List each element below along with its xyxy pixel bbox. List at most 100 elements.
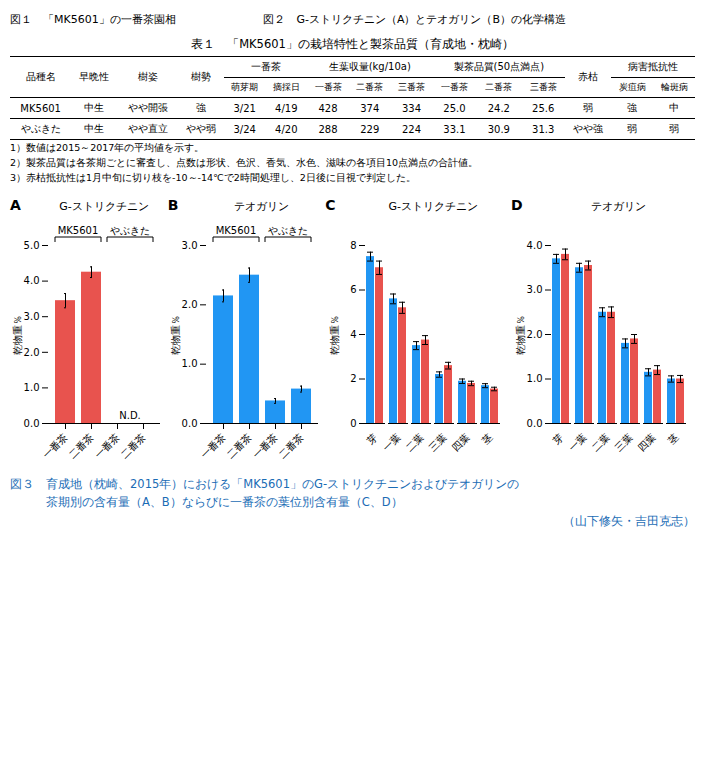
svg-text:乾物重％: 乾物重％	[329, 315, 340, 355]
svg-text:乾物重％: 乾物重％	[12, 315, 23, 355]
html-text:3/21: 3/21	[233, 102, 256, 114]
html-text:早晩性: 早晩性	[79, 71, 110, 82]
svg-text:二葉: 二葉	[589, 431, 611, 453]
html-text:弱: 弱	[669, 123, 680, 134]
html-text:図２ G-ストリクチニン（A）とテオガリン（B）の化学構造: 図２ G-ストリクチニン（A）とテオガリン（B）の化学構造	[263, 13, 566, 26]
html-text:31.3: 31.3	[532, 123, 555, 135]
svg-text:二番茶: 二番茶	[118, 431, 147, 460]
html-text:428: 428	[318, 102, 338, 114]
html-text:25.0: 25.0	[443, 102, 466, 114]
svg-text:二葉: 二葉	[404, 431, 426, 453]
svg-text:2.0: 2.0	[181, 299, 197, 310]
svg-text:二番茶: 二番茶	[276, 431, 305, 460]
svg-text:やぶきた: やぶきた	[110, 225, 150, 236]
svg-text:一葉: 一葉	[566, 431, 588, 453]
svg-text:0.0: 0.0	[181, 418, 197, 429]
html-text:G-ストリクチニン: G-ストリクチニン	[388, 200, 479, 213]
html-text:製茶品質(50点満点): 製茶品質(50点満点)	[453, 61, 545, 72]
html-text:中生: 中生	[84, 102, 105, 113]
html-text:G-ストリクチニン: G-ストリクチニン	[59, 200, 149, 213]
svg-text:三葉: 三葉	[612, 431, 634, 453]
svg-text:一番茶: 一番茶	[92, 431, 121, 460]
html-text:374: 374	[360, 102, 380, 114]
html-text:図３ 育成地（枕崎、2015年）における「MK5601」のG: 図３ 育成地（枕崎、2015年）における「MK5601」のG-ストリクチニンおよ…	[10, 477, 520, 491]
svg-text:4: 4	[350, 329, 356, 340]
svg-text:N.D.: N.D.	[119, 410, 141, 421]
html-text:4/20: 4/20	[275, 123, 298, 135]
html-text:弱: 弱	[627, 123, 638, 134]
html-text:図１ 「MK5601」の一番茶園相: 図１ 「MK5601」の一番茶園相	[10, 13, 176, 26]
html-text:224: 224	[401, 123, 421, 135]
svg-text:1.0: 1.0	[24, 382, 40, 393]
svg-text:MK5601: MK5601	[215, 225, 256, 236]
html-text:一番茶: 一番茶	[250, 61, 281, 72]
svg-text:芽: 芽	[365, 431, 380, 446]
html-text:やぶきた: やぶきた	[20, 123, 61, 134]
html-text:やや開張: やや開張	[127, 102, 168, 113]
svg-text:乾物重％: 乾物重％	[169, 315, 180, 355]
html-text:茶期別の含有量（A、B）ならびに一番茶の葉位別含有量（C、D: 茶期別の含有量（A、B）ならびに一番茶の葉位別含有量（C、D）	[46, 495, 403, 510]
svg-text:2.0: 2.0	[527, 329, 543, 340]
html-text:樹勢: 樹勢	[190, 71, 211, 82]
svg-text:1.0: 1.0	[181, 358, 197, 369]
html-text:288: 288	[318, 123, 338, 135]
svg-text:MK5601: MK5601	[58, 225, 99, 236]
html-text:33.1: 33.1	[443, 123, 466, 135]
svg-text:3.0: 3.0	[527, 284, 543, 295]
svg-text:一葉: 一葉	[381, 431, 403, 453]
html-text:中: 中	[669, 102, 680, 113]
svg-text:3.0: 3.0	[181, 240, 197, 251]
html-text:弱: 弱	[583, 102, 594, 113]
html-text:MK5601: MK5601	[20, 102, 61, 114]
html-text:30.9: 30.9	[487, 123, 510, 135]
svg-text:芽: 芽	[550, 431, 565, 446]
svg-text:6: 6	[350, 284, 356, 295]
svg-text:三葉: 三葉	[427, 431, 449, 453]
html-text:やや強: やや強	[573, 123, 604, 134]
svg-text:一番茶: 一番茶	[40, 431, 69, 460]
svg-text:8: 8	[350, 240, 356, 251]
svg-text:0: 0	[350, 418, 356, 429]
html-text:やや弱: やや弱	[185, 123, 216, 134]
html-text:テオガリン: テオガリン	[591, 200, 647, 213]
svg-text:3.0: 3.0	[24, 311, 40, 322]
html-text:334: 334	[401, 102, 421, 114]
svg-text:一番茶: 一番茶	[250, 431, 279, 460]
svg-text:四葉: 四葉	[450, 431, 472, 453]
svg-text:4.0: 4.0	[527, 240, 543, 251]
html-text:3/24: 3/24	[233, 123, 256, 135]
svg-text:2: 2	[350, 373, 356, 384]
html-text:（山下修矢・吉田克志）: （山下修矢・吉田克志）	[563, 513, 695, 528]
html-text:中生: 中生	[84, 123, 105, 134]
html-text:テオガリン: テオガリン	[234, 200, 290, 213]
html-text:B: B	[167, 197, 179, 213]
svg-text:一番茶: 一番茶	[198, 431, 227, 460]
svg-text:4.0: 4.0	[24, 275, 40, 286]
svg-text:二番茶: 二番茶	[224, 431, 253, 460]
html-text:D: D	[511, 197, 523, 213]
svg-text:5.0: 5.0	[24, 240, 40, 251]
html-text:赤枯: 赤枯	[578, 71, 599, 82]
svg-text:やぶきた: やぶきた	[268, 225, 308, 236]
html-text:24.2: 24.2	[487, 102, 510, 114]
html-text:229: 229	[360, 123, 380, 135]
svg-text:二番茶: 二番茶	[66, 431, 95, 460]
html-text:強: 強	[195, 102, 206, 113]
svg-text:0.0: 0.0	[24, 418, 40, 429]
html-text:生葉収量(kg/10a): 生葉収量(kg/10a)	[328, 61, 411, 72]
svg-text:0.0: 0.0	[527, 418, 543, 429]
svg-text:乾物重％: 乾物重％	[515, 315, 526, 355]
svg-text:茎: 茎	[665, 431, 680, 446]
svg-text:1.0: 1.0	[527, 373, 543, 384]
svg-text:四葉: 四葉	[635, 431, 657, 453]
html-text:強: 強	[627, 102, 638, 113]
html-text:やや直立: やや直立	[127, 123, 168, 134]
html-text:病害抵抗性: 病害抵抗性	[628, 61, 679, 72]
html-text:表１ 「MK5601」の栽培特性と製茶品質（育成地・枕崎）: 表１ 「MK5601」の栽培特性と製茶品質（育成地・枕崎）	[191, 37, 514, 51]
html-text:品種名: 品種名	[25, 71, 56, 82]
html-text:樹姿: 樹姿	[137, 71, 158, 82]
html-text:4/19: 4/19	[275, 102, 298, 114]
svg-text:2.0: 2.0	[24, 347, 40, 358]
svg-text:茎: 茎	[480, 431, 495, 446]
html-text:25.6: 25.6	[532, 102, 555, 114]
